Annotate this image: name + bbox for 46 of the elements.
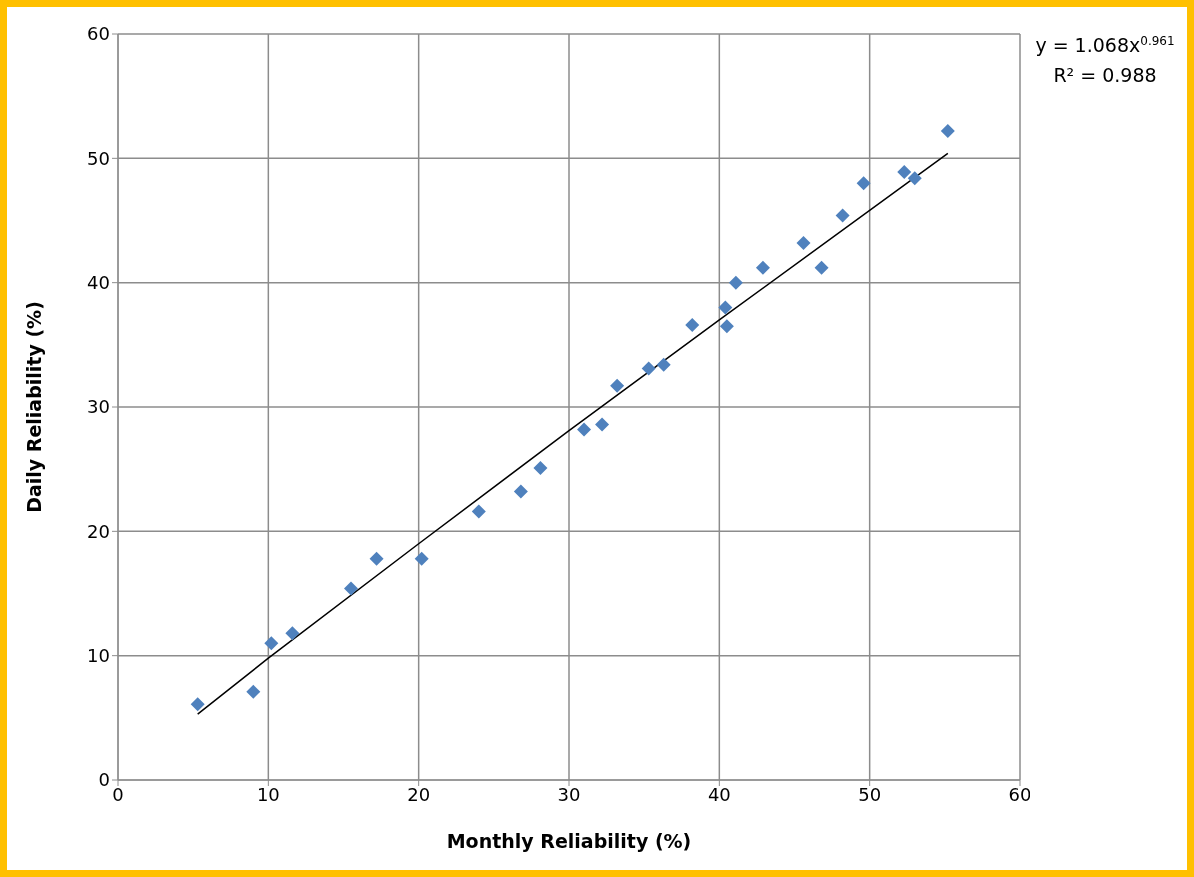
y-tick-label: 0 bbox=[98, 769, 110, 791]
x-tick-label: 10 bbox=[256, 783, 280, 805]
x-tick-label: 30 bbox=[557, 783, 581, 805]
y-tick-label: 20 bbox=[87, 520, 110, 542]
y-tick-label: 50 bbox=[87, 147, 110, 169]
point bbox=[264, 636, 279, 651]
point bbox=[685, 317, 700, 332]
point bbox=[718, 300, 733, 315]
point bbox=[369, 551, 384, 566]
point bbox=[471, 504, 486, 519]
point bbox=[907, 171, 922, 186]
point bbox=[414, 551, 429, 566]
y-axis-title: Daily Reliability (%) bbox=[22, 301, 45, 513]
point bbox=[814, 260, 829, 275]
point bbox=[719, 319, 734, 334]
x-tick-label: 20 bbox=[407, 783, 431, 805]
line-series bbox=[196, 152, 949, 715]
point bbox=[856, 176, 871, 191]
point bbox=[610, 378, 625, 393]
x-tick-label: 60 bbox=[1008, 783, 1032, 805]
point bbox=[897, 165, 912, 180]
point bbox=[577, 422, 592, 437]
point bbox=[344, 581, 359, 596]
point bbox=[835, 208, 850, 223]
text: y = 1.068x$^{0.961}$ bbox=[1035, 34, 1175, 56]
y-tick-label: 30 bbox=[87, 396, 110, 418]
point bbox=[728, 275, 743, 290]
y-tick-label: 60 bbox=[87, 23, 110, 45]
point bbox=[656, 357, 671, 372]
point bbox=[533, 460, 548, 475]
point bbox=[190, 697, 205, 712]
point bbox=[755, 260, 770, 275]
x-axis-title: Monthly Reliability (%) bbox=[446, 830, 692, 852]
point bbox=[641, 361, 656, 376]
point bbox=[940, 123, 955, 138]
y-tick-label: 10 bbox=[87, 645, 110, 667]
x-tick-label: 0 bbox=[112, 783, 124, 805]
point bbox=[513, 484, 528, 499]
text: R² = 0.988 bbox=[1053, 64, 1157, 86]
point bbox=[246, 684, 261, 699]
point bbox=[595, 417, 610, 432]
point bbox=[796, 235, 811, 250]
y-tick-label: 40 bbox=[87, 272, 110, 294]
x-tick-label: 50 bbox=[858, 783, 882, 805]
x-tick-label: 40 bbox=[707, 783, 731, 805]
point bbox=[285, 626, 300, 641]
